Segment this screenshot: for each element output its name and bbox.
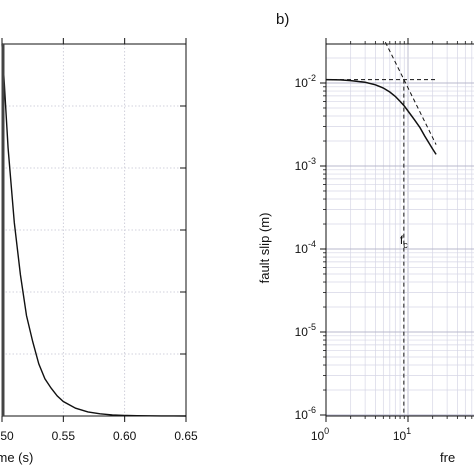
panel-a-x-axis-label: time (s): [0, 450, 33, 465]
corner-frequency-label: fc: [400, 233, 408, 250]
panel-a-x-tick-label: 0.55: [52, 429, 76, 443]
panel-b-y-tick-label: 10-5: [295, 322, 316, 339]
panel-a-x-tick-label: 0.65: [174, 429, 198, 443]
panel-b-x-tick-label: 100: [311, 426, 329, 443]
panel-b-y-tick-label: 10-3: [295, 156, 316, 173]
panel-a-x-tick-label: 0.50: [0, 429, 14, 443]
panel-b-y-tick-label: 10-2: [295, 73, 316, 90]
panel-b-spectrum-curve: [325, 78, 437, 155]
panel-b-asymptote-line: [384, 41, 437, 145]
panel-b-y-axis-label: fault slip (m): [257, 213, 272, 284]
panel-b-label: b): [276, 11, 289, 28]
panel-a: 0.50 0.55 0.60 0.65 time (s): [0, 38, 198, 465]
panel-a-x-tick-label: 0.60: [113, 429, 137, 443]
panel-b-x-axis-label: fre: [440, 450, 455, 465]
panel-b-grid: [325, 44, 474, 416]
panel-a-ticks: 0.50 0.55 0.60 0.65: [0, 38, 198, 443]
panel-b-y-tick-label: 10-6: [295, 405, 316, 422]
panel-b-y-tick-label: 10-4: [295, 239, 316, 256]
panel-a-grid: [2, 44, 186, 416]
panel-b-x-tick-label: 101: [393, 426, 411, 443]
panel-b-ticks: 10-2 10-3 10-4 10-5 10-6 100 101: [295, 38, 473, 443]
panel-b: b) 10-2 10-3 10-4 10-5 10-6 100 101 fault slip…: [257, 11, 474, 465]
panel-b-series: [325, 41, 437, 416]
